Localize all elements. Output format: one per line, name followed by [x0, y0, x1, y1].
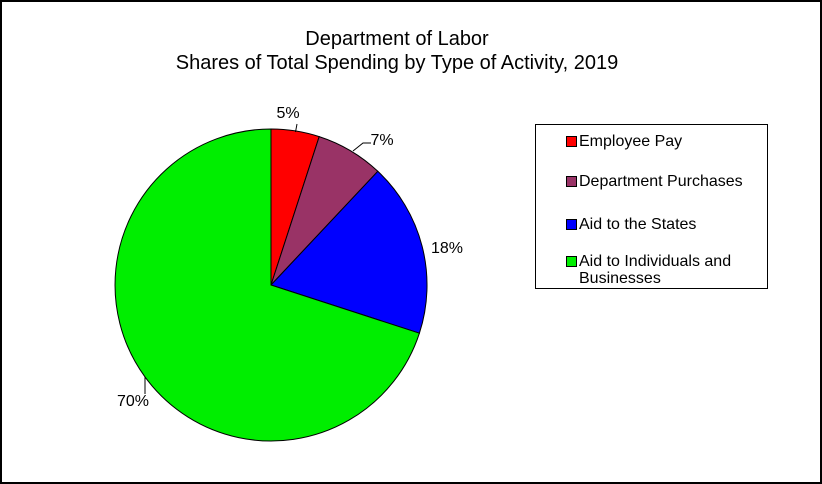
slice-value-label-department-purchases: 7%: [370, 132, 394, 149]
legend-item: Aid to the States: [536, 216, 761, 233]
pie-slice-2: [270, 170, 428, 334]
leader-line-1: [352, 142, 371, 152]
legend-item: Employee Pay: [536, 133, 761, 150]
pie-slice-3: [114, 128, 421, 442]
chart-title: Department of Labor Shares of Total Spen…: [175, 28, 619, 74]
legend-item: Aid to Individuals and Businesses: [536, 253, 761, 287]
legend-item: Department Purchases: [536, 173, 761, 190]
slice-value-label-aid-to-individuals: 70%: [116, 393, 150, 410]
slice-value-label-employee-pay: 5%: [276, 105, 300, 122]
leader-line-0: [295, 123, 298, 133]
legend-swatch-aid-to-individuals: [566, 256, 577, 267]
legend-item-label: Employee Pay: [579, 133, 683, 150]
legend-swatch-employee-pay: [566, 136, 577, 147]
legend-item-label: Aid to the States: [579, 216, 697, 233]
legend-item-label: Aid to Individuals and Businesses: [579, 253, 732, 287]
legend-swatch-department-purchases: [566, 176, 577, 187]
legend-swatch-aid-to-states: [566, 219, 577, 230]
legend-item-label: Department Purchases: [579, 173, 743, 190]
legend: Employee Pay Department Purchases Aid to…: [535, 124, 768, 289]
slice-value-label-aid-to-states: 18%: [430, 240, 464, 257]
